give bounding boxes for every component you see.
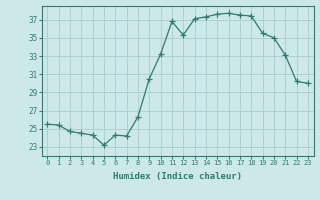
X-axis label: Humidex (Indice chaleur): Humidex (Indice chaleur) [113,172,242,181]
